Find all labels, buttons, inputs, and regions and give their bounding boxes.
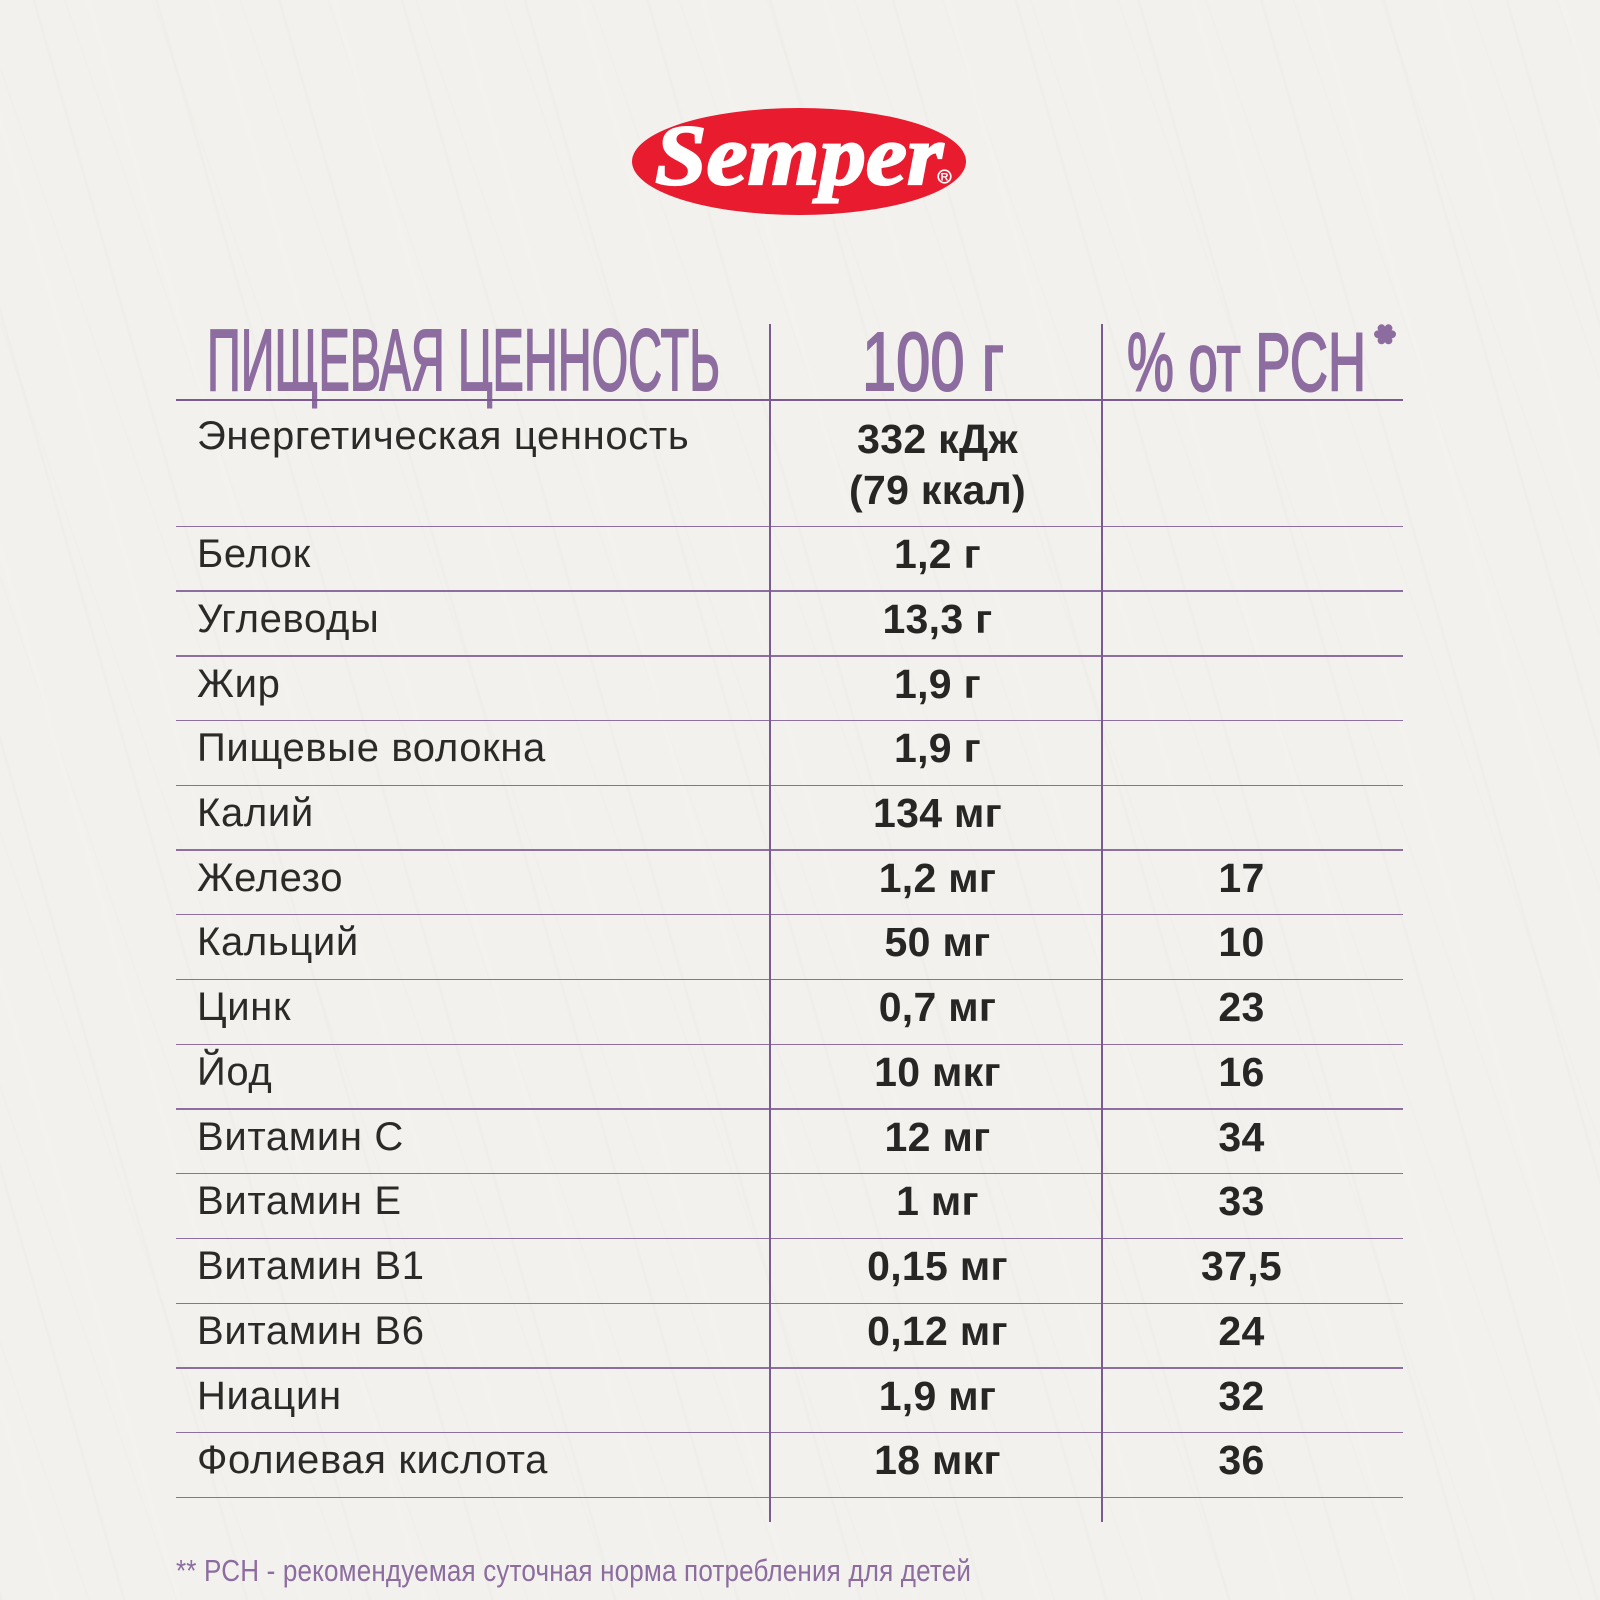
svg-text:R: R [941, 172, 949, 184]
svg-text:% от РСН: % от РСН [1127, 316, 1366, 409]
svg-text:100 г: 100 г [862, 315, 1004, 408]
svg-text:Semper: Semper [655, 107, 945, 203]
svg-text:ПИЩЕВАЯ ЦЕННОСТЬ: ПИЩЕВАЯ ЦЕННОСТЬ [207, 312, 720, 409]
